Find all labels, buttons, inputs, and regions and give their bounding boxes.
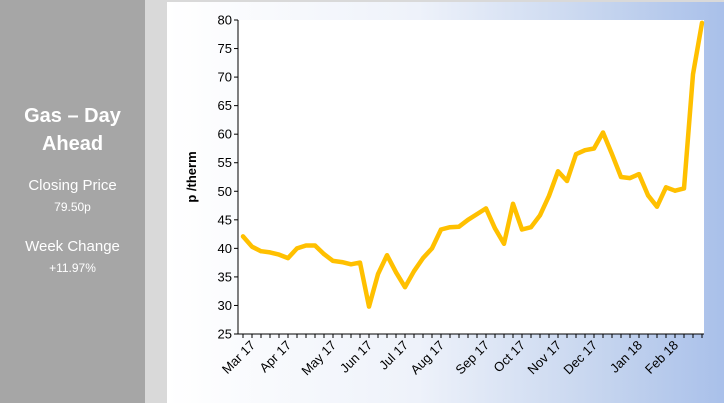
data-point [592, 146, 596, 151]
data-point [331, 258, 335, 263]
data-point [394, 270, 398, 275]
data-point [295, 246, 299, 251]
x-tick-label: Nov 17 [524, 338, 564, 378]
data-point [493, 226, 497, 231]
panel-title-line: Ahead [41, 133, 104, 155]
data-point [556, 169, 560, 174]
closing-price-label: Closing Price [28, 177, 117, 194]
data-point [457, 224, 461, 229]
panel-title: Gas – Day Ahead [0, 102, 145, 158]
panel-separator [145, 0, 167, 403]
y-tick-label: 40 [218, 241, 232, 256]
data-point [268, 250, 272, 255]
x-tick-label: Jan 18 [607, 338, 645, 376]
data-point [340, 260, 344, 265]
data-point [430, 246, 434, 251]
data-point [511, 201, 515, 206]
data-point [385, 253, 389, 258]
data-point [538, 213, 542, 218]
x-tick-label: Mar 17 [219, 338, 258, 377]
data-point [277, 252, 281, 257]
y-tick-label: 75 [218, 41, 232, 56]
data-point [304, 243, 308, 248]
data-point [601, 130, 605, 135]
y-tick-label: 50 [218, 184, 232, 199]
data-point [565, 178, 569, 183]
x-tick-label: Apr 17 [256, 338, 294, 376]
data-point [583, 148, 587, 153]
panel-title-line: Gas – Day [24, 105, 121, 127]
data-points [241, 20, 704, 309]
data-point [691, 72, 695, 77]
data-point [610, 152, 614, 157]
y-axis-ticks: 25 30 35 40 45 50 55 60 65 70 75 80 [218, 13, 238, 342]
y-tick-label: 25 [218, 327, 232, 342]
data-point [313, 243, 317, 248]
data-point [403, 285, 407, 290]
price-series-line [240, 20, 705, 309]
data-point [574, 152, 578, 157]
x-tick-label: Jun 17 [337, 338, 375, 376]
axes [237, 20, 704, 335]
data-point [466, 217, 470, 222]
y-tick-label: 55 [218, 155, 232, 170]
data-point [412, 269, 416, 274]
data-point [520, 227, 524, 232]
data-point [250, 244, 254, 249]
data-point [529, 225, 533, 230]
data-point [241, 234, 245, 239]
data-point [673, 188, 677, 193]
x-tick-label: Aug 17 [407, 338, 447, 378]
data-point [475, 212, 479, 217]
data-point [484, 206, 488, 211]
x-tick-label: Feb 18 [642, 338, 681, 377]
x-tick-label: May 17 [298, 338, 339, 379]
data-point [349, 262, 353, 267]
data-point [322, 252, 326, 257]
data-point [682, 186, 686, 191]
y-tick-label: 60 [218, 127, 232, 142]
y-tick-label: 30 [218, 298, 232, 313]
data-point [655, 204, 659, 209]
data-point [646, 193, 650, 198]
y-tick-label: 35 [218, 269, 232, 284]
closing-price-value: 79.50p [54, 200, 91, 214]
x-tick-label: Dec 17 [560, 338, 600, 378]
data-point [421, 256, 425, 261]
data-point [637, 172, 641, 177]
y-axis-title: p /therm [184, 151, 199, 202]
x-tick-label: Jul 17 [376, 338, 411, 373]
data-point [367, 304, 371, 309]
data-point [439, 227, 443, 232]
summary-panel: Gas – Day Ahead Closing Price 79.50p Week… [0, 0, 145, 403]
y-tick-label: 80 [218, 13, 232, 28]
data-point [358, 260, 362, 265]
data-point [700, 20, 704, 25]
data-point [502, 241, 506, 246]
x-tick-label: Oct 17 [490, 338, 528, 376]
data-point [619, 175, 623, 179]
data-point [547, 193, 551, 198]
y-tick-label: 70 [218, 70, 232, 85]
data-point [376, 272, 380, 277]
data-point [664, 185, 668, 190]
week-change-value: +11.97% [49, 261, 96, 275]
y-tick-label: 65 [218, 98, 232, 113]
data-point [628, 176, 632, 181]
data-point [259, 249, 263, 254]
y-tick-label: 45 [218, 212, 232, 227]
data-point [448, 225, 452, 230]
week-change-label: Week Change [25, 238, 120, 255]
x-tick-label: Sep 17 [452, 338, 492, 378]
data-point [286, 256, 290, 261]
